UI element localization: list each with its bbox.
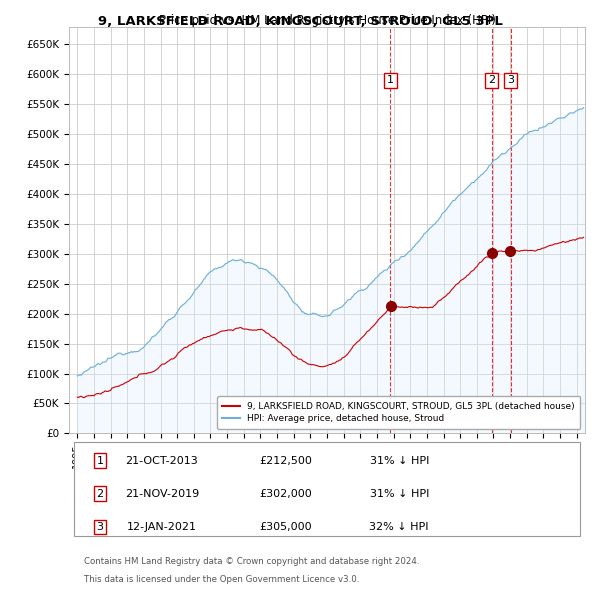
FancyBboxPatch shape bbox=[74, 442, 580, 536]
Text: 21-OCT-2013: 21-OCT-2013 bbox=[125, 455, 198, 466]
Text: 32% ↓ HPI: 32% ↓ HPI bbox=[370, 522, 429, 532]
Text: 21-NOV-2019: 21-NOV-2019 bbox=[125, 489, 199, 499]
Text: 3: 3 bbox=[507, 76, 514, 86]
Legend: 9, LARKSFIELD ROAD, KINGSCOURT, STROUD, GL5 3PL (detached house), HPI: Average p: 9, LARKSFIELD ROAD, KINGSCOURT, STROUD, … bbox=[217, 396, 580, 429]
Text: 9, LARKSFIELD ROAD, KINGSCOURT, STROUD, GL5 3PL: 9, LARKSFIELD ROAD, KINGSCOURT, STROUD, … bbox=[98, 15, 502, 28]
Text: 31% ↓ HPI: 31% ↓ HPI bbox=[370, 455, 429, 466]
Text: 31% ↓ HPI: 31% ↓ HPI bbox=[370, 489, 429, 499]
Text: 2: 2 bbox=[97, 489, 104, 499]
Text: This data is licensed under the Open Government Licence v3.0.: This data is licensed under the Open Gov… bbox=[85, 575, 360, 584]
Text: 1: 1 bbox=[387, 76, 394, 86]
Text: £302,000: £302,000 bbox=[259, 489, 312, 499]
Text: Contains HM Land Registry data © Crown copyright and database right 2024.: Contains HM Land Registry data © Crown c… bbox=[85, 557, 420, 566]
Text: £212,500: £212,500 bbox=[259, 455, 312, 466]
Text: 2: 2 bbox=[488, 76, 496, 86]
Text: 1: 1 bbox=[97, 455, 103, 466]
Title: Price paid vs. HM Land Registry's House Price Index (HPI): Price paid vs. HM Land Registry's House … bbox=[158, 14, 496, 27]
Text: 3: 3 bbox=[97, 522, 103, 532]
Text: £305,000: £305,000 bbox=[259, 522, 312, 532]
Text: 12-JAN-2021: 12-JAN-2021 bbox=[127, 522, 197, 532]
